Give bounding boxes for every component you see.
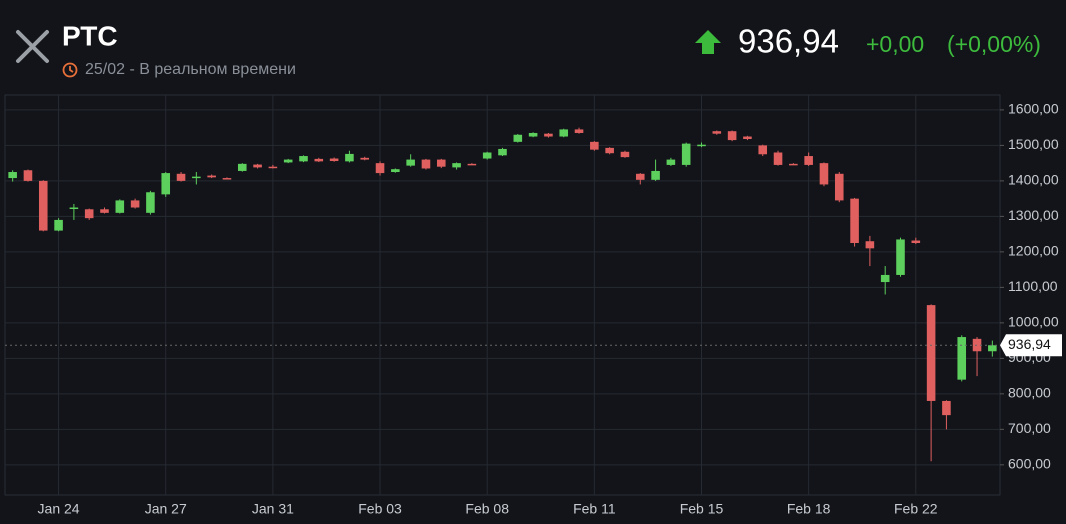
close-button[interactable] (16, 30, 49, 63)
x-tick-label: Jan 31 (252, 501, 294, 517)
candle-body (482, 152, 492, 159)
candle-body (23, 170, 33, 181)
candle-body (666, 159, 676, 165)
y-tick-label: 1000,00 (1008, 314, 1059, 330)
x-tick-label: Feb 08 (465, 501, 509, 517)
candle-body (299, 156, 308, 162)
candle-body (727, 131, 737, 141)
candle-body (115, 200, 125, 213)
last-price-tag (1000, 334, 1062, 357)
candle-body (38, 180, 48, 231)
y-tick-label: 1200,00 (1008, 243, 1059, 259)
candle-body (697, 144, 706, 147)
candle-body (605, 147, 614, 154)
candle-body (513, 134, 523, 142)
candle-body (651, 170, 660, 180)
candle-body (620, 151, 630, 158)
candle-body (926, 305, 936, 401)
candle-body (8, 172, 17, 179)
candle-body (880, 274, 890, 283)
subtitle: 25/02 - В реальном времени (85, 61, 296, 78)
candle-body (222, 178, 232, 180)
candle-body (911, 240, 921, 244)
candle-body (498, 148, 507, 156)
candle-body (406, 159, 415, 166)
candle-body (329, 158, 339, 162)
candle-body (988, 345, 997, 352)
candle-body (100, 209, 109, 213)
x-tick-label: Jan 24 (38, 501, 80, 517)
clock-icon (62, 62, 78, 78)
candle-body (834, 173, 844, 201)
candle-body (865, 241, 875, 249)
candle-body (467, 163, 477, 166)
candle-body (819, 163, 829, 185)
candle-body (559, 129, 569, 137)
price: 936,94 (738, 23, 839, 60)
candle-body (528, 132, 538, 137)
candle-body (758, 145, 768, 155)
x-tick-label: Feb 11 (573, 501, 616, 517)
x-tick-label: Feb 18 (787, 501, 831, 517)
candle-body (789, 163, 798, 166)
candle-body (84, 209, 94, 219)
candle-body (681, 143, 691, 165)
x-tick-label: Jan 27 (145, 501, 187, 517)
title: РТС (62, 20, 118, 51)
candle-body (942, 400, 951, 416)
candle-body (712, 131, 722, 134)
candle-body (544, 133, 553, 137)
candle-body (283, 159, 293, 163)
y-tick-label: 1500,00 (1008, 136, 1059, 152)
candle-body (345, 153, 354, 162)
y-tick-label: 1400,00 (1008, 172, 1059, 188)
y-tick-label: 700,00 (1008, 420, 1051, 436)
candle-body (957, 337, 967, 380)
candle-body (391, 169, 400, 173)
y-tick-label: 1300,00 (1008, 207, 1059, 223)
candle-body (375, 163, 385, 174)
candle-body (161, 173, 171, 195)
candle-body (421, 159, 431, 169)
candle-body (176, 173, 186, 181)
x-tick-label: Feb 22 (894, 501, 938, 517)
candle-body (69, 207, 79, 210)
up-arrow (695, 30, 721, 54)
y-tick-label: 600,00 (1008, 456, 1051, 472)
candle-body (146, 192, 155, 213)
x-tick-label: Feb 03 (358, 501, 402, 517)
y-tick-label: 1600,00 (1008, 101, 1059, 117)
candle-body (743, 136, 752, 140)
candle-body (436, 159, 446, 167)
last-price-label: 936,94 (1008, 336, 1051, 352)
x-tick-label: Feb 15 (680, 501, 724, 517)
candle-body (850, 198, 859, 244)
candle-body (192, 176, 201, 179)
candle-body (130, 200, 140, 208)
candle-body (574, 129, 584, 133)
candle-body (253, 164, 262, 168)
change-percent: (+0,00%) (947, 31, 1041, 57)
candle-body (635, 173, 645, 180)
candle-body (360, 157, 370, 160)
plot-frame (4, 94, 1001, 496)
candle-body (268, 166, 278, 169)
candle-body (590, 141, 599, 150)
candle-body (972, 338, 982, 352)
candle-body (804, 156, 813, 165)
candle-body (314, 158, 324, 162)
candle-body (237, 163, 247, 171)
candle-body (207, 175, 216, 178)
candle-body (54, 219, 63, 231)
change: +0,00 (866, 31, 924, 57)
candle-body (773, 152, 783, 165)
y-tick-label: 1100,00 (1008, 278, 1058, 294)
y-tick-label: 800,00 (1008, 385, 1051, 401)
candle-body (896, 239, 905, 275)
candle-body (452, 163, 461, 168)
